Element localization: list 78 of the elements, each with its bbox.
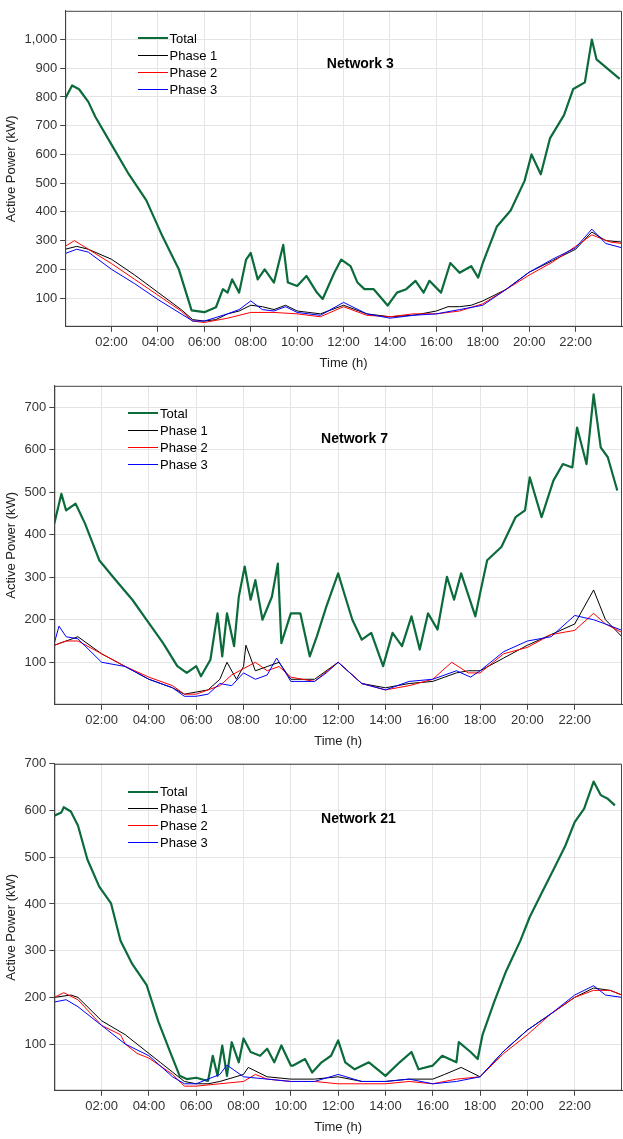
y-tick-label: 600 bbox=[24, 441, 47, 457]
x-tick-label: 08:00 bbox=[227, 712, 260, 728]
y-tick-label: 100 bbox=[35, 289, 58, 305]
x-tick-label: 06:00 bbox=[179, 712, 213, 728]
x-tick-label: 10:00 bbox=[274, 712, 308, 728]
x-tick-label: 22:00 bbox=[559, 334, 592, 350]
x-tick-label: 18:00 bbox=[463, 1098, 497, 1114]
x-tick-label: 12:00 bbox=[321, 1098, 355, 1114]
x-tick-label: 14:00 bbox=[369, 1098, 402, 1114]
y-tick-label: 700 bbox=[24, 398, 47, 414]
x-tick-label: 20:00 bbox=[511, 1098, 544, 1114]
x-tick-label: 02:00 bbox=[95, 334, 128, 350]
x-tick-label: 18:00 bbox=[463, 712, 497, 728]
y-tick-label: 900 bbox=[35, 59, 58, 75]
y-tick-label: 700 bbox=[24, 755, 47, 771]
y-tick-label: 100 bbox=[24, 653, 47, 669]
x-tick-label: 04:00 bbox=[132, 1098, 166, 1114]
legend-label: Total bbox=[169, 29, 197, 47]
legend-label: Phase 1 bbox=[160, 800, 208, 818]
x-axis-title: Time (h) bbox=[314, 1118, 363, 1134]
text: Network 21 bbox=[321, 809, 396, 826]
x-axis-title: Time (h) bbox=[314, 732, 363, 748]
legend-label: Phase 2 bbox=[169, 63, 218, 81]
legend-label: Phase 1 bbox=[169, 46, 218, 64]
legend-label: Phase 1 bbox=[160, 421, 208, 439]
legend-label: Phase 2 bbox=[160, 817, 208, 835]
y-tick-label: 400 bbox=[24, 526, 47, 542]
y-tick-label: 300 bbox=[24, 568, 47, 584]
x-tick-label: 14:00 bbox=[369, 712, 402, 728]
x-tick-label: 18:00 bbox=[466, 334, 500, 350]
legend-label: Phase 3 bbox=[169, 80, 218, 98]
x-tick-label: 08:00 bbox=[234, 334, 268, 350]
y-tick-label: 700 bbox=[35, 117, 58, 133]
x-tick-label: 06:00 bbox=[179, 1098, 213, 1114]
x-tick-label: 08:00 bbox=[227, 1098, 260, 1114]
x-tick-label: 20:00 bbox=[512, 334, 546, 350]
text: Network 7 bbox=[321, 430, 389, 447]
x-tick-label: 22:00 bbox=[558, 712, 591, 728]
y-tick-label: 300 bbox=[35, 232, 58, 248]
x-tick-label: 20:00 bbox=[511, 712, 544, 728]
y-tick-label: 600 bbox=[35, 146, 58, 162]
text: Network 3 bbox=[326, 55, 394, 72]
legend-label: Total bbox=[160, 404, 188, 422]
y-tick-label: 200 bbox=[24, 988, 47, 1004]
legend-label: Total bbox=[160, 783, 188, 801]
y-tick-label: 200 bbox=[24, 611, 47, 627]
y-axis-title: Active Power (kW) bbox=[3, 115, 19, 223]
x-tick-label: 02:00 bbox=[85, 1098, 118, 1114]
legend-label: Phase 3 bbox=[160, 834, 208, 852]
x-tick-label: 12:00 bbox=[327, 334, 360, 350]
y-tick-label: 800 bbox=[35, 88, 58, 104]
y-tick-label: 300 bbox=[24, 942, 47, 958]
x-tick-label: 16:00 bbox=[420, 334, 453, 350]
y-tick-label: 600 bbox=[24, 802, 47, 818]
x-tick-label: 22:00 bbox=[558, 1098, 591, 1114]
x-tick-label: 06:00 bbox=[188, 334, 221, 350]
legend-label: Phase 3 bbox=[160, 455, 208, 473]
x-tick-label: 14:00 bbox=[373, 334, 407, 350]
y-tick-label: 100 bbox=[24, 1035, 47, 1051]
x-tick-label: 04:00 bbox=[132, 712, 166, 728]
y-axis-title: Active Power (kW) bbox=[3, 873, 19, 981]
y-axis-title: Active Power (kW) bbox=[3, 491, 19, 599]
x-tick-label: 10:00 bbox=[274, 1098, 308, 1114]
y-tick-label: 400 bbox=[24, 895, 47, 911]
y-tick-label: 500 bbox=[24, 848, 47, 864]
y-tick-label: 400 bbox=[35, 203, 58, 219]
x-tick-label: 04:00 bbox=[141, 334, 175, 350]
legend-label: Phase 2 bbox=[160, 438, 208, 456]
y-tick-label: 200 bbox=[35, 260, 58, 276]
x-tick-label: 12:00 bbox=[321, 712, 355, 728]
x-axis-title: Time (h) bbox=[319, 354, 368, 370]
y-tick-label: 500 bbox=[35, 174, 58, 190]
x-tick-label: 16:00 bbox=[416, 1098, 450, 1114]
x-tick-label: 02:00 bbox=[85, 712, 118, 728]
x-tick-label: 16:00 bbox=[416, 712, 450, 728]
y-tick-label: 1,000 bbox=[24, 31, 58, 47]
y-tick-label: 500 bbox=[24, 483, 47, 499]
x-tick-label: 10:00 bbox=[280, 334, 314, 350]
